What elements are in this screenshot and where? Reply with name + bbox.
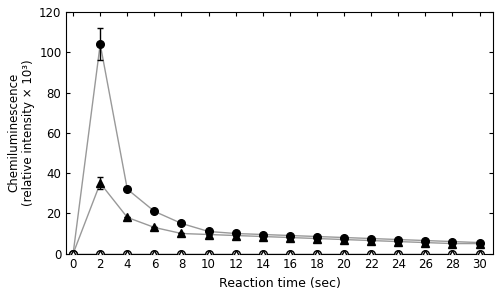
X-axis label: Reaction time (sec): Reaction time (sec) [219,277,340,290]
Y-axis label: Chemiluminescence
(relative intensity × 10³): Chemiluminescence (relative intensity × … [7,59,35,206]
